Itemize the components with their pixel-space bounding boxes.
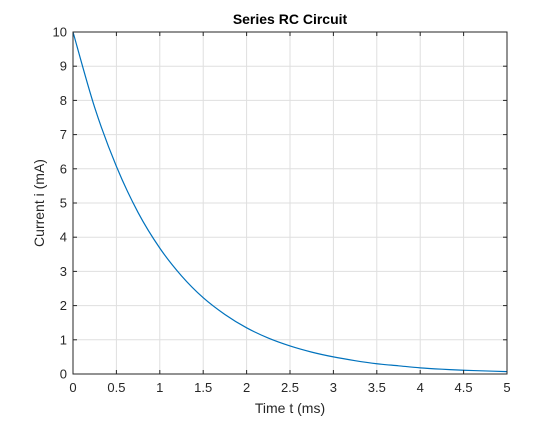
x-tick-label: 2 <box>243 380 250 395</box>
current-decay-line <box>72 31 508 373</box>
y-tick-label: 2 <box>60 298 67 313</box>
x-tick-label: 0.5 <box>107 380 125 395</box>
y-tick-label: 7 <box>60 127 67 142</box>
chart-title: Series RC Circuit <box>233 11 348 27</box>
x-tick-label: 4.5 <box>455 380 473 395</box>
series-group <box>72 31 508 373</box>
x-tick-label: 2.5 <box>281 380 299 395</box>
y-tick-label: 10 <box>53 25 67 40</box>
y-tick-label: 6 <box>60 161 67 176</box>
y-tick-label: 9 <box>60 59 67 74</box>
y-tick-label: 3 <box>60 264 67 279</box>
y-tick-label: 5 <box>60 196 67 211</box>
x-tick-label: 1 <box>156 380 163 395</box>
x-tick-label: 0 <box>69 380 76 395</box>
x-tick-label: 4 <box>417 380 424 395</box>
x-tick-label: 1.5 <box>194 380 212 395</box>
y-tick-label: 0 <box>60 367 67 382</box>
y-tick-label: 8 <box>60 93 67 108</box>
x-axis-label: Time t (ms) <box>255 400 325 416</box>
y-tick-label: 4 <box>60 230 67 245</box>
x-tick-label: 5 <box>503 380 510 395</box>
y-tick-label: 1 <box>60 332 67 347</box>
y-axis-label: Current i (mA) <box>31 159 47 247</box>
ticks: 0 0.5 1 1.5 2 2.5 3 3.5 4 4.5 5 0 1 2 3 4 5 6 7 8 9 10 <box>53 25 511 396</box>
x-tick-label: 3.5 <box>368 380 386 395</box>
x-tick-label: 3 <box>330 380 337 395</box>
